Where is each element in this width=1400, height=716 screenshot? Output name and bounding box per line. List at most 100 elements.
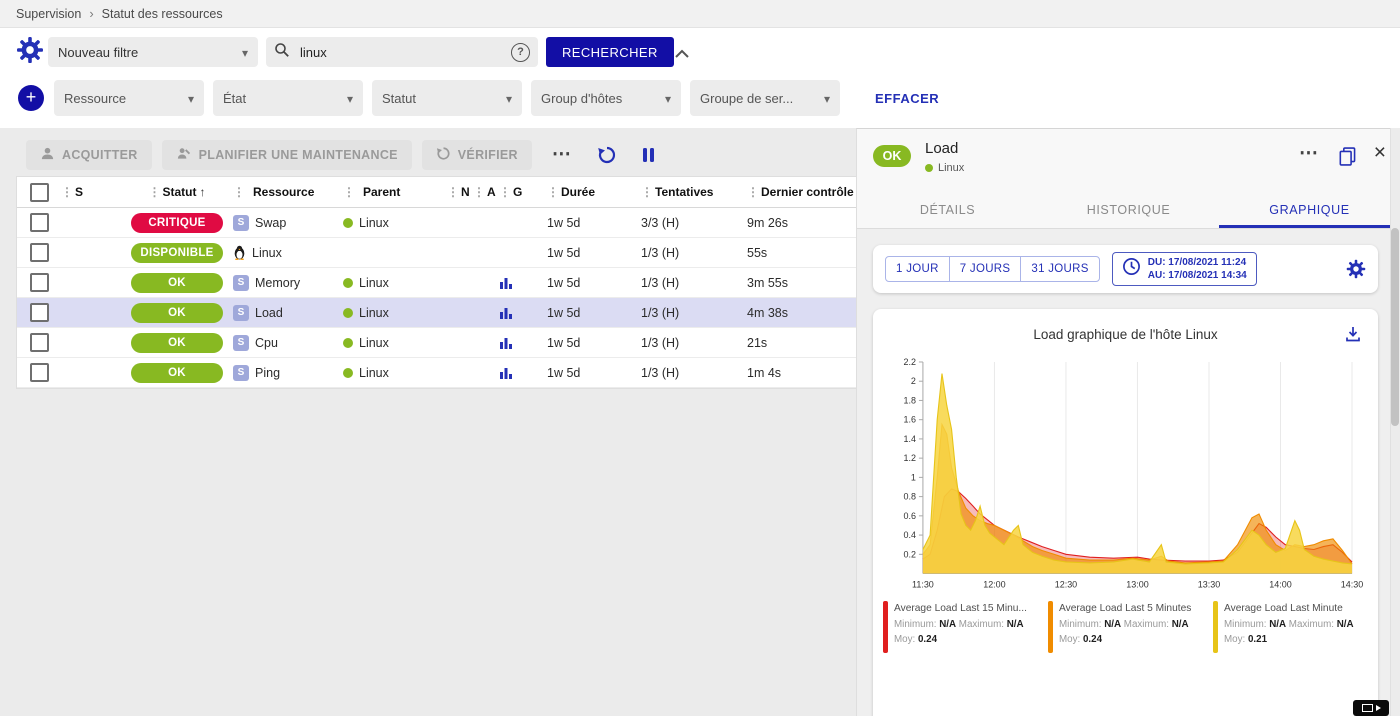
select-all-checkbox[interactable] bbox=[30, 183, 49, 202]
column-menu-icon[interactable] bbox=[343, 185, 355, 199]
search-button[interactable]: RECHERCHER bbox=[546, 37, 674, 67]
clock-icon bbox=[1122, 257, 1141, 281]
row-checkbox[interactable] bbox=[30, 333, 49, 352]
column-menu-icon[interactable] bbox=[547, 185, 559, 199]
tab-historique[interactable]: HISTORIQUE bbox=[1038, 191, 1219, 228]
column-header-duree[interactable]: Durée bbox=[533, 185, 627, 199]
pause-icon[interactable] bbox=[643, 148, 654, 162]
acknowledge-button[interactable]: ACQUITTER bbox=[26, 140, 152, 170]
up-status-dot bbox=[343, 308, 353, 318]
column-menu-icon[interactable] bbox=[233, 185, 245, 199]
refresh-icon[interactable] bbox=[597, 145, 617, 165]
help-icon[interactable] bbox=[511, 43, 530, 62]
panel-scrollbar-thumb[interactable] bbox=[1391, 228, 1399, 426]
table-row[interactable]: CRITIQUESSwapLinux1w 5d3/3 (H)9m 26s bbox=[17, 208, 856, 238]
column-header-a[interactable]: A bbox=[473, 185, 499, 199]
legend-entry[interactable]: Average Load Last 15 Minu...Minimum: N/A… bbox=[883, 601, 1038, 653]
legend-entry[interactable]: Average Load Last 5 MinutesMinimum: N/A … bbox=[1048, 601, 1203, 653]
select-all-checkbox-cell bbox=[17, 183, 61, 202]
time-range-button-1[interactable]: 1 JOUR bbox=[885, 256, 950, 282]
criteria-select[interactable]: Statut bbox=[372, 80, 522, 116]
criteria-select[interactable]: Group d'hôtes bbox=[531, 80, 681, 116]
row-checkbox[interactable] bbox=[30, 213, 49, 232]
clear-filters-button[interactable]: EFFACER bbox=[875, 91, 939, 106]
panel-header: OK Load Linux bbox=[857, 129, 1400, 191]
column-header-dernier-controle[interactable]: Dernier contrôle bbox=[733, 185, 856, 199]
svg-text:0.6: 0.6 bbox=[903, 511, 915, 521]
tab-details[interactable]: DÉTAILS bbox=[857, 191, 1038, 228]
table-row[interactable]: OKSCpuLinux1w 5d1/3 (H)21s bbox=[17, 328, 856, 358]
graph-icon[interactable] bbox=[499, 336, 513, 350]
breadcrumb-item-supervision[interactable]: Supervision bbox=[16, 7, 81, 21]
column-menu-icon[interactable] bbox=[747, 185, 759, 199]
column-header-parent[interactable]: Parent bbox=[341, 185, 447, 199]
svg-text:13:00: 13:00 bbox=[1126, 580, 1148, 590]
column-menu-icon[interactable] bbox=[447, 185, 459, 199]
copy-link-icon[interactable] bbox=[1339, 147, 1356, 171]
column-header-tentatives[interactable]: Tentatives bbox=[627, 185, 733, 199]
more-actions-icon[interactable] bbox=[552, 150, 571, 160]
collapse-filters-chevron-up-icon[interactable] bbox=[674, 46, 690, 64]
column-menu-icon[interactable] bbox=[499, 185, 511, 199]
time-range-button-3[interactable]: 31 JOURS bbox=[1020, 256, 1099, 282]
table-row[interactable]: OKSLoadLinux1w 5d1/3 (H)4m 38s bbox=[17, 298, 856, 328]
resource-name-cell[interactable]: SPing bbox=[231, 365, 341, 381]
column-menu-icon[interactable] bbox=[641, 185, 653, 199]
panel-more-icon[interactable] bbox=[1299, 149, 1318, 159]
column-header-g[interactable]: G bbox=[499, 185, 533, 199]
resource-name-cell[interactable]: SLoad bbox=[231, 305, 341, 321]
resource-name-cell[interactable]: SMemory bbox=[231, 275, 341, 291]
row-checkbox[interactable] bbox=[30, 303, 49, 322]
maintenance-button[interactable]: PLANIFIER UNE MAINTENANCE bbox=[162, 140, 412, 170]
breadcrumb-chevron-icon: › bbox=[89, 6, 93, 21]
column-header-n[interactable]: N bbox=[447, 185, 473, 199]
column-header-statut[interactable]: Statut↑ bbox=[123, 185, 231, 199]
service-icon: S bbox=[233, 305, 249, 321]
duration-cell: 1w 5d bbox=[533, 366, 627, 380]
column-header-ressource[interactable]: Ressource bbox=[231, 185, 341, 199]
table-row[interactable]: OKSMemoryLinux1w 5d1/3 (H)3m 55s bbox=[17, 268, 856, 298]
custom-period-picker[interactable]: DU: 17/08/2021 11:24 AU: 17/08/2021 14:3… bbox=[1112, 252, 1257, 286]
close-panel-icon[interactable] bbox=[1374, 142, 1386, 163]
legend-entry[interactable]: Average Load Last MinuteMinimum: N/A Max… bbox=[1213, 601, 1368, 653]
duration-cell: 1w 5d bbox=[533, 336, 627, 350]
resource-name-cell[interactable]: SCpu bbox=[231, 335, 341, 351]
svg-text:12:00: 12:00 bbox=[983, 580, 1005, 590]
parent-cell: Linux bbox=[341, 306, 447, 320]
graph-icon[interactable] bbox=[499, 366, 513, 380]
graph-icon[interactable] bbox=[499, 306, 513, 320]
column-menu-icon[interactable] bbox=[61, 185, 73, 199]
graph-settings-gear-icon[interactable] bbox=[1346, 259, 1366, 279]
table-row[interactable]: DISPONIBLELinux1w 5d1/3 (H)55s bbox=[17, 238, 856, 268]
check-button[interactable]: VÉRIFIER bbox=[422, 140, 532, 170]
row-checkbox[interactable] bbox=[30, 363, 49, 382]
table-header-cells: SStatut↑RessourceParentNAGDuréeTentative… bbox=[61, 185, 856, 199]
column-menu-icon[interactable] bbox=[149, 185, 161, 199]
recheck-icon bbox=[436, 146, 451, 164]
criteria-select[interactable]: Groupe de ser... bbox=[690, 80, 840, 116]
svg-text:11:30: 11:30 bbox=[912, 580, 934, 590]
download-icon[interactable] bbox=[1344, 325, 1362, 348]
criteria-select[interactable]: État bbox=[213, 80, 363, 116]
status-badge: OK bbox=[131, 303, 223, 323]
graph-icon[interactable] bbox=[499, 276, 513, 290]
tries-cell: 1/3 (H) bbox=[627, 306, 733, 320]
status-badge: OK bbox=[131, 363, 223, 383]
saved-filter-select[interactable]: Nouveau filtre bbox=[48, 37, 258, 67]
time-range-button-2[interactable]: 7 JOURS bbox=[949, 256, 1022, 282]
add-criteria-button[interactable] bbox=[18, 85, 44, 111]
search-input[interactable] bbox=[298, 44, 503, 61]
chart-legend: Average Load Last 15 Minu...Minimum: N/A… bbox=[883, 601, 1368, 653]
tab-graphique[interactable]: GRAPHIQUE bbox=[1219, 191, 1400, 228]
breadcrumb-item-statut[interactable]: Statut des ressources bbox=[102, 7, 223, 21]
criteria-select[interactable]: Ressource bbox=[54, 80, 204, 116]
column-header-s[interactable]: S bbox=[61, 185, 123, 199]
row-checkbox[interactable] bbox=[30, 273, 49, 292]
resource-name-cell[interactable]: Linux bbox=[231, 245, 341, 260]
row-checkbox[interactable] bbox=[30, 243, 49, 262]
table-row[interactable]: OKSPingLinux1w 5d1/3 (H)1m 4s bbox=[17, 358, 856, 388]
resource-name-cell[interactable]: SSwap bbox=[231, 215, 341, 231]
filters-gear-icon[interactable] bbox=[16, 36, 44, 64]
column-menu-icon[interactable] bbox=[473, 185, 485, 199]
load-chart[interactable]: 0.20.40.60.811.21.41.61.822.211:3012:001… bbox=[883, 352, 1368, 599]
